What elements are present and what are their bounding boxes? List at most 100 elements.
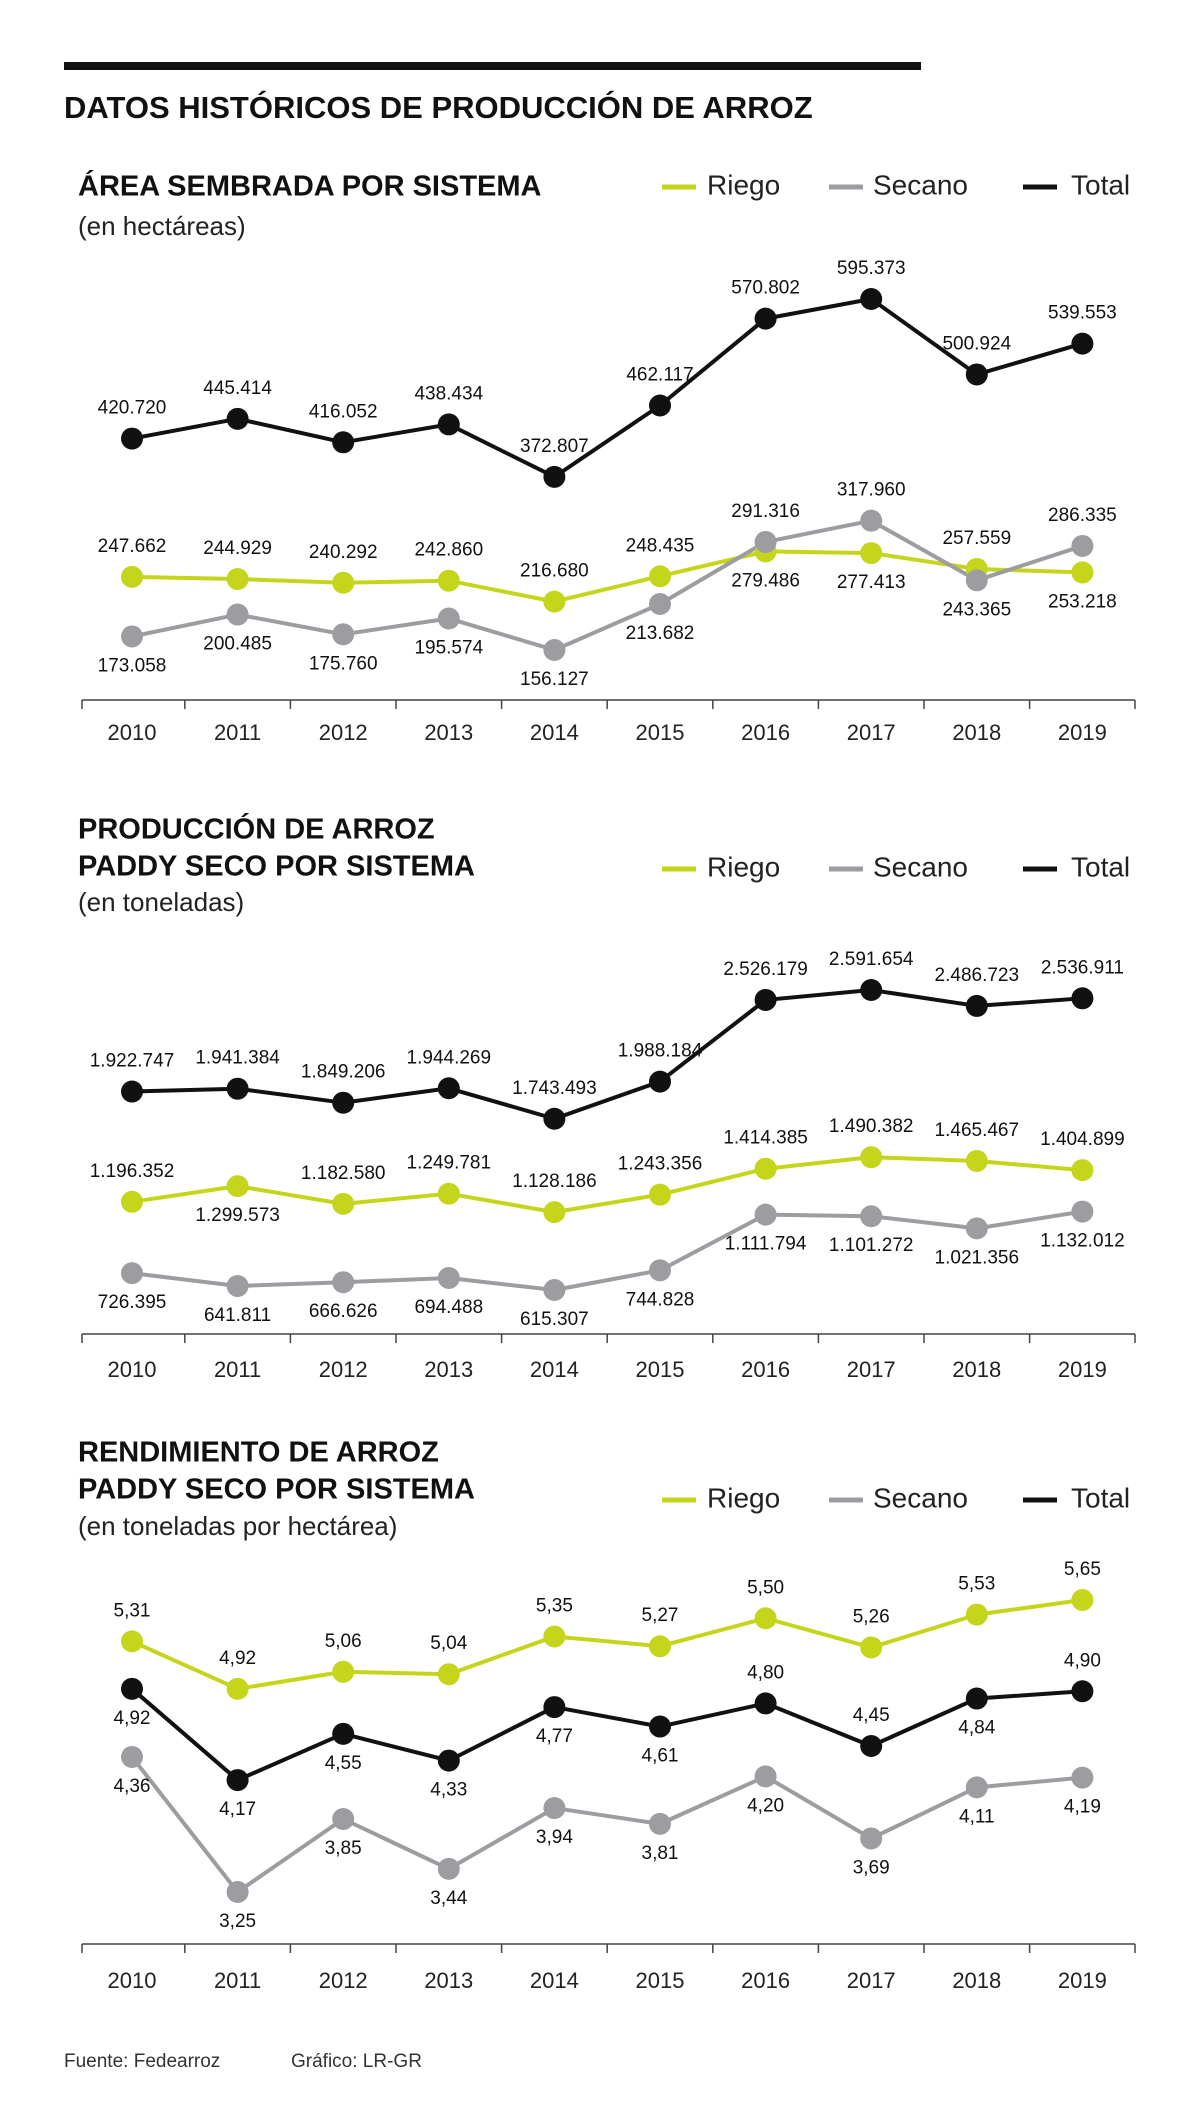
data-point <box>437 1857 460 1880</box>
x-tick-label: 2012 <box>319 720 368 745</box>
data-point <box>965 1687 988 1710</box>
data-point <box>860 979 883 1001</box>
data-point <box>332 571 355 594</box>
data-label: 5,50 <box>747 1577 784 1598</box>
data-point <box>226 1769 249 1792</box>
data-label: 242.860 <box>414 540 483 561</box>
data-label: 420.720 <box>98 398 167 419</box>
x-tick-label: 2019 <box>1058 1968 1107 1993</box>
data-point <box>754 530 777 553</box>
x-tick-label: 2015 <box>636 720 685 745</box>
x-tick-label: 2015 <box>636 1968 685 1993</box>
data-label: 3,94 <box>536 1827 573 1848</box>
data-label: 253.218 <box>1048 591 1117 612</box>
data-label: 4,84 <box>958 1718 995 1739</box>
data-label: 2.536.911 <box>1041 957 1124 978</box>
data-label: 666.626 <box>309 1301 378 1322</box>
x-tick-label: 2018 <box>952 720 1001 745</box>
data-point <box>226 1077 249 1100</box>
data-point <box>965 569 988 592</box>
data-label: 1.944.269 <box>407 1047 492 1068</box>
data-point <box>332 431 355 454</box>
data-point <box>649 1070 671 1093</box>
data-point <box>543 1279 566 1301</box>
data-point <box>332 1192 355 1215</box>
data-point <box>437 569 460 592</box>
data-point <box>437 1266 460 1289</box>
data-point <box>1071 1766 1094 1789</box>
chart-title: RENDIMIENTO DE ARROZ <box>78 1437 439 1469</box>
data-point <box>332 1808 355 1830</box>
legend-label: Secano <box>873 851 968 882</box>
data-label: 1.941.384 <box>195 1048 280 1069</box>
x-tick-label: 2019 <box>1058 720 1107 745</box>
credit: Gráfico: LR-GR <box>291 2051 422 2072</box>
top-rule <box>64 62 921 70</box>
data-point <box>226 407 249 430</box>
series-line <box>130 1687 1083 1783</box>
x-tick-label: 2019 <box>1058 1357 1107 1382</box>
data-point <box>1071 332 1094 355</box>
data-point <box>543 465 566 488</box>
data-label: 3,85 <box>325 1838 362 1859</box>
data-point <box>754 307 777 330</box>
data-point <box>754 1203 777 1226</box>
x-tick-label: 2016 <box>741 1357 790 1382</box>
data-label: 5,65 <box>1064 1559 1101 1580</box>
data-label: 1.021.356 <box>935 1247 1020 1268</box>
data-label: 243.365 <box>942 599 1011 620</box>
data-label: 744.828 <box>626 1289 695 1310</box>
data-label: 317.960 <box>837 480 906 501</box>
data-label: 248.435 <box>626 535 695 556</box>
data-point <box>226 603 249 626</box>
data-label: 240.292 <box>309 542 378 563</box>
data-point <box>1071 1159 1094 1182</box>
series-line <box>131 1155 1083 1215</box>
data-point <box>649 1635 671 1658</box>
chart-title: PRODUCCIÓN DE ARROZ <box>78 812 435 846</box>
data-point <box>121 625 143 648</box>
data-point <box>860 509 883 532</box>
x-tick-label: 2010 <box>108 1968 157 1993</box>
data-point <box>332 1660 355 1683</box>
data-point <box>332 1091 355 1114</box>
source: Fuente: Fedearroz <box>64 2051 220 2072</box>
data-label: 4,92 <box>114 1708 151 1729</box>
data-label: 1.299.573 <box>195 1205 280 1226</box>
data-label: 4,61 <box>642 1746 679 1767</box>
series-line <box>131 549 1083 604</box>
data-point <box>1071 1680 1094 1703</box>
data-point <box>226 1677 249 1700</box>
data-point <box>965 1776 988 1799</box>
data-label: 1.101.272 <box>829 1235 914 1256</box>
chart-subtitle: (en hectáreas) <box>78 211 246 241</box>
data-label: 1.182.580 <box>301 1163 386 1184</box>
main-title: DATOS HISTÓRICOS DE PRODUCCIÓN DE ARROZ <box>64 89 813 125</box>
data-label: 3,44 <box>430 1888 467 1909</box>
data-label: 2.591.654 <box>829 949 914 970</box>
x-tick-label: 2017 <box>847 720 896 745</box>
data-label: 4,90 <box>1064 1650 1101 1671</box>
data-label: 595.373 <box>837 258 906 279</box>
x-tick-label: 2011 <box>214 1968 261 1993</box>
data-label: 4,55 <box>325 1753 362 1774</box>
data-point <box>965 363 988 386</box>
data-point <box>860 1735 883 1757</box>
data-point <box>332 1271 355 1294</box>
legend-label: Riego <box>707 1482 780 1513</box>
data-label: 1.465.467 <box>935 1120 1020 1141</box>
data-label: 4,36 <box>114 1776 151 1797</box>
data-label: 200.485 <box>203 634 272 655</box>
x-tick-label: 2013 <box>424 1968 473 1993</box>
data-label: 2.526.179 <box>723 959 808 980</box>
chart-subtitle: (en toneladas) <box>78 887 244 917</box>
data-point <box>543 1797 566 1820</box>
series-line <box>131 988 1083 1121</box>
legend-label: Riego <box>707 851 780 882</box>
x-tick-label: 2011 <box>214 1357 261 1382</box>
data-point <box>649 593 671 616</box>
data-label: 1.196.352 <box>90 1161 175 1182</box>
data-point <box>860 1146 883 1169</box>
data-point <box>121 1677 143 1700</box>
